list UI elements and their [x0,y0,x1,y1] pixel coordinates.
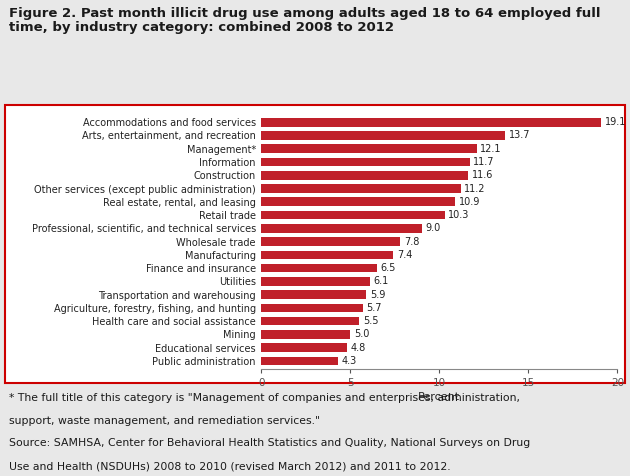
Bar [261,131,505,140]
Bar [261,158,470,166]
Bar [261,290,367,299]
Text: 6.1: 6.1 [374,277,389,287]
Text: 19.1: 19.1 [605,117,626,127]
Text: 5.9: 5.9 [370,289,386,299]
Bar [261,184,461,193]
Bar [261,237,400,246]
X-axis label: Percent: Percent [418,392,461,402]
Text: time, by industry category: combined 2008 to 2012: time, by industry category: combined 200… [9,21,394,34]
Bar [261,304,363,312]
Bar [261,357,338,365]
Text: Use and Health (NSDUHs) 2008 to 2010 (revised March 2012) and 2011 to 2012.: Use and Health (NSDUHs) 2008 to 2010 (re… [9,461,451,471]
Text: * The full title of this category is "Management of companies and enterprises, a: * The full title of this category is "Ma… [9,393,520,403]
Text: 10.3: 10.3 [449,210,470,220]
Bar [261,144,477,153]
Text: support, waste management, and remediation services.": support, waste management, and remediati… [9,416,320,426]
Text: 5.5: 5.5 [363,316,379,326]
Bar [261,171,468,179]
Text: 11.7: 11.7 [473,157,495,167]
Text: Figure 2. Past month illicit drug use among adults aged 18 to 64 employed full: Figure 2. Past month illicit drug use am… [9,7,601,20]
Bar [261,330,350,339]
Bar [261,224,421,233]
Text: 6.5: 6.5 [381,263,396,273]
Bar [261,343,347,352]
Bar [261,277,370,286]
Bar [261,118,602,127]
Text: 7.4: 7.4 [397,250,412,260]
Bar [261,250,393,259]
Text: 11.6: 11.6 [471,170,493,180]
Text: 9.0: 9.0 [425,223,440,233]
Text: 10.9: 10.9 [459,197,481,207]
Text: 7.8: 7.8 [404,237,419,247]
Text: 13.7: 13.7 [509,130,530,140]
Bar [261,211,445,219]
Text: 4.8: 4.8 [350,343,365,353]
Bar [261,317,359,326]
Text: Source: SAMHSA, Center for Behavioral Health Statistics and Quality, National Su: Source: SAMHSA, Center for Behavioral He… [9,438,530,448]
Text: 11.2: 11.2 [464,184,486,194]
Bar [261,264,377,272]
Bar [261,198,455,206]
Text: 12.1: 12.1 [480,144,502,154]
Text: 5.0: 5.0 [354,329,369,339]
Text: 4.3: 4.3 [341,356,357,366]
Text: 5.7: 5.7 [367,303,382,313]
